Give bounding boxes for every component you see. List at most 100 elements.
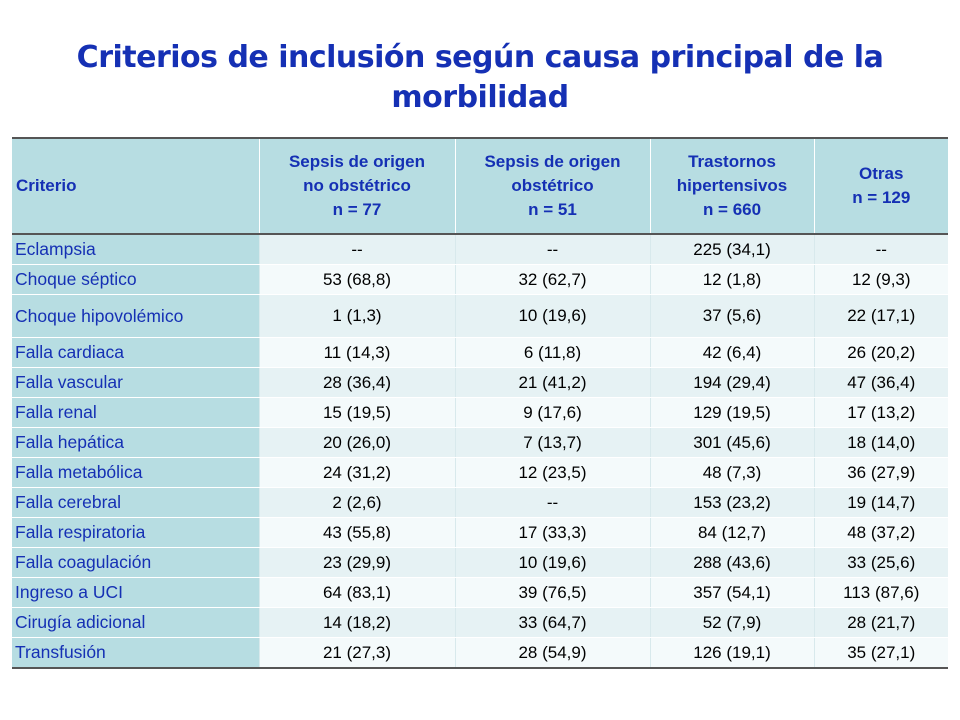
table-cell: 14 (18,2) <box>258 607 455 638</box>
column-header-line: n = 129 <box>852 188 911 207</box>
table-cell: 47 (36,4) <box>813 367 948 398</box>
row-label: Transfusión <box>12 637 259 669</box>
table-cell: 28 (54,9) <box>454 637 650 669</box>
table-cell: 39 (76,5) <box>454 577 650 608</box>
row-label: Choque hipovolémico <box>12 294 259 338</box>
table-cell: 10 (19,6) <box>454 294 650 338</box>
table-row: Falla cardiaca 11 (14,3) 6 (11,8) 42 (6,4) 2… <box>12 337 948 368</box>
table-cell: 288 (43,6) <box>649 547 814 578</box>
table-cell: 53 (68,8) <box>258 264 455 295</box>
table-cell: -- <box>813 234 948 265</box>
table-header: Criterio Sepsis de origen no obstétrico n =… <box>12 137 948 235</box>
column-header: Otras n = 129 <box>813 137 948 235</box>
column-header-line: Trastornos <box>688 152 776 171</box>
table-cell: 126 (19,1) <box>649 637 814 669</box>
column-header-line: hipertensivos <box>676 176 788 195</box>
table-cell: 22 (17,1) <box>813 294 948 338</box>
column-header: Criterio <box>12 137 259 235</box>
column-header-line: Criterio <box>16 176 77 195</box>
table-cell: 19 (14,7) <box>813 487 948 518</box>
table-cell: 33 (25,6) <box>813 547 948 578</box>
table-cell: 12 (1,8) <box>649 264 814 295</box>
table-cell: 48 (7,3) <box>649 457 814 488</box>
table-cell: 15 (19,5) <box>258 397 455 428</box>
title-line-2: morbilidad <box>391 80 569 115</box>
table-cell: 36 (27,9) <box>813 457 948 488</box>
table-body: Eclampsia -- -- 225 (34,1) -- Choque séptico 5… <box>12 234 948 669</box>
table-row: Cirugía adicional 14 (18,2) 33 (64,7) 52 (7… <box>12 607 948 638</box>
table-cell: 33 (64,7) <box>454 607 650 638</box>
table-row: Falla metabólica 24 (31,2) 12 (23,5) 48 (7,… <box>12 457 948 488</box>
table-cell: 37 (5,6) <box>649 294 814 338</box>
table-cell: 6 (11,8) <box>454 337 650 368</box>
table-row: Ingreso a UCI 64 (83,1) 39 (76,5) 357 (54,1… <box>12 577 948 608</box>
column-header-line: n = 51 <box>528 200 577 219</box>
page-title: Criterios de inclusión según causa princ… <box>40 38 920 118</box>
table-cell: 35 (27,1) <box>813 637 948 669</box>
column-header-line: Otras <box>859 164 904 183</box>
column-header: Trastornos hipertensivos n = 660 <box>649 137 814 235</box>
table-cell: 84 (12,7) <box>649 517 814 548</box>
table-row: Falla hepática 20 (26,0) 7 (13,7) 301 (45,6… <box>12 427 948 458</box>
title-line-1: Criterios de inclusión según causa princ… <box>76 40 884 75</box>
table-cell: 52 (7,9) <box>649 607 814 638</box>
table-row: Falla renal 15 (19,5) 9 (17,6) 129 (19,5) 17… <box>12 397 948 428</box>
table-row: Eclampsia -- -- 225 (34,1) -- <box>12 234 948 265</box>
table-cell: 12 (23,5) <box>454 457 650 488</box>
table-cell: 42 (6,4) <box>649 337 814 368</box>
table-cell: 64 (83,1) <box>258 577 455 608</box>
table-cell: 23 (29,9) <box>258 547 455 578</box>
table-cell: 11 (14,3) <box>258 337 455 368</box>
row-label: Falla vascular <box>12 367 259 398</box>
column-header-line: n = 77 <box>332 200 382 219</box>
table-cell: 43 (55,8) <box>258 517 455 548</box>
table-row: Choque hipovolémico 1 (1,3) 10 (19,6) 37 (5… <box>12 294 948 338</box>
table-cell: -- <box>258 234 455 265</box>
column-header-line: obstétrico <box>511 176 594 195</box>
table-cell: 194 (29,4) <box>649 367 814 398</box>
table-cell: 10 (19,6) <box>454 547 650 578</box>
table-cell: 28 (36,4) <box>258 367 455 398</box>
table-cell: 28 (21,7) <box>813 607 948 638</box>
table-cell: -- <box>454 487 650 518</box>
row-label: Falla renal <box>12 397 259 428</box>
column-header-line: Sepsis de origen <box>484 152 621 171</box>
table-cell: 20 (26,0) <box>258 427 455 458</box>
row-label: Cirugía adicional <box>12 607 259 638</box>
table-row: Transfusión 21 (27,3) 28 (54,9) 126 (19,1) 3… <box>12 637 948 669</box>
table-cell: 153 (23,2) <box>649 487 814 518</box>
table-cell: 113 (87,6) <box>813 577 948 608</box>
table-cell: 48 (37,2) <box>813 517 948 548</box>
table-cell: 301 (45,6) <box>649 427 814 458</box>
row-label: Choque séptico <box>12 264 259 295</box>
table-cell: 2 (2,6) <box>258 487 455 518</box>
table-cell: -- <box>454 234 650 265</box>
table-cell: 17 (13,2) <box>813 397 948 428</box>
column-header-line: no obstétrico <box>303 176 411 195</box>
row-label: Falla hepática <box>12 427 259 458</box>
criteria-table: Criterio Sepsis de origen no obstétrico n =… <box>12 137 948 669</box>
header-row: Criterio Sepsis de origen no obstétrico n =… <box>12 137 948 235</box>
table-row: Falla coagulación 23 (29,9) 10 (19,6) 288 (… <box>12 547 948 578</box>
table-cell: 21 (27,3) <box>258 637 455 669</box>
row-label: Falla respiratoria <box>12 517 259 548</box>
table-cell: 7 (13,7) <box>454 427 650 458</box>
table-cell: 12 (9,3) <box>813 264 948 295</box>
table-cell: 9 (17,6) <box>454 397 650 428</box>
table-cell: 1 (1,3) <box>258 294 455 338</box>
table-cell: 26 (20,2) <box>813 337 948 368</box>
table-cell: 129 (19,5) <box>649 397 814 428</box>
row-label: Falla metabólica <box>12 457 259 488</box>
row-label: Eclampsia <box>12 234 259 265</box>
table-cell: 18 (14,0) <box>813 427 948 458</box>
column-header: Sepsis de origen obstétrico n = 51 <box>454 137 650 235</box>
table-cell: 17 (33,3) <box>454 517 650 548</box>
table-cell: 21 (41,2) <box>454 367 650 398</box>
table-row: Choque séptico 53 (68,8) 32 (62,7) 12 (1,8)… <box>12 264 948 295</box>
column-header: Sepsis de origen no obstétrico n = 77 <box>258 137 455 235</box>
table-row: Falla cerebral 2 (2,6) -- 153 (23,2) 19 (14,… <box>12 487 948 518</box>
table-row: Falla vascular 28 (36,4) 21 (41,2) 194 (29,… <box>12 367 948 398</box>
table-cell: 357 (54,1) <box>649 577 814 608</box>
row-label: Falla cardiaca <box>12 337 259 368</box>
column-header-line: n = 660 <box>702 200 762 219</box>
